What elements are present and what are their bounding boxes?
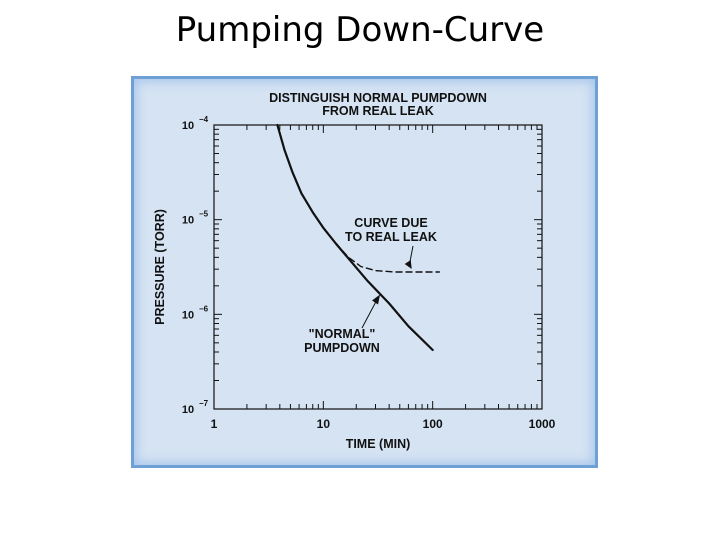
annotation-normal-pumpdown: "NORMAL" (309, 327, 376, 341)
series-line-real-leak (322, 227, 440, 273)
y-tick-label: 10 (182, 120, 194, 132)
y-tick-label-exponent: −4 (199, 115, 209, 124)
y-axis-label: PRESSURE (TORR) (153, 209, 167, 325)
x-tick-label: 10 (317, 417, 331, 431)
plot-frame (213, 124, 543, 410)
annotation-normal-pumpdown: PUMPDOWN (304, 341, 380, 355)
y-tick-label: 10 (182, 404, 194, 416)
x-tick-label: 1000 (529, 417, 556, 431)
y-tick-label-exponent: −7 (199, 399, 209, 408)
y-tick-label: 10 (182, 309, 194, 321)
y-tick-label-exponent: −6 (199, 304, 209, 313)
x-axis-label: TIME (MIN) (346, 437, 411, 451)
annotation-real-leak: TO REAL LEAK (345, 230, 437, 244)
chart-figure: DISTINGUISH NORMAL PUMPDOWN FROM REAL LEA… (131, 76, 598, 468)
slide-title: Pumping Down-Curve (175, 10, 545, 50)
y-tick-label: 10 (182, 215, 194, 227)
x-tick-label: 100 (423, 417, 443, 431)
annotation-arrowhead (372, 294, 381, 305)
y-tick-label-exponent: −5 (199, 210, 209, 219)
annotation-arrow (409, 245, 414, 264)
annotation-real-leak: CURVE DUE (354, 216, 427, 230)
x-tick-label: 1 (211, 417, 218, 431)
chart-title: FROM REAL LEAK (322, 104, 434, 118)
annotation-arrowhead (404, 260, 412, 270)
annotation-arrow (361, 301, 377, 329)
chart-title: DISTINGUISH NORMAL PUMPDOWN (269, 91, 487, 105)
